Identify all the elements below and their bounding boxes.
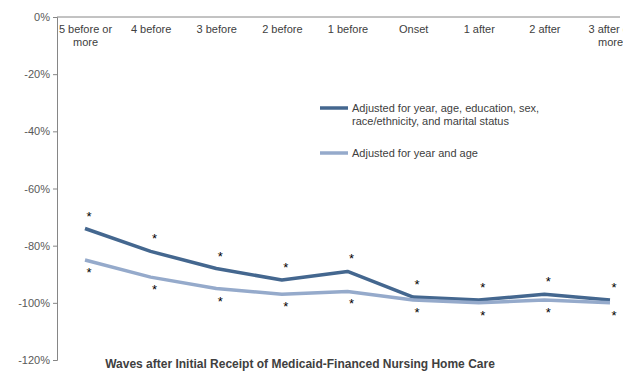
y-tick-mark [53,17,57,18]
annotations: * * * * * * * * * * * * * * * * * * [86,209,616,323]
legend-label: Adjusted for year, age, education, sex,r… [352,102,539,127]
series-line [85,229,610,300]
legend-swatch [320,151,348,155]
legend: Adjusted for year, age, education, sex,r… [320,102,539,159]
y-tick-label: -20% [24,68,50,80]
x-tick-label: 3 after ormore [588,23,623,48]
significance-marker: * [218,249,223,264]
x-tick-label: 2 after [529,23,561,35]
chart: 0% -20% -40% -60% -80% -100% -120% 5 before orm… [0,0,623,378]
significance-marker: * [611,280,616,295]
significance-marker: * [152,231,157,246]
significance-marker: * [86,265,91,280]
y-tick-mark [53,74,57,75]
x-tick-label: 1 after [464,23,496,35]
significance-marker: * [480,308,485,323]
y-tick: -100% [18,297,57,309]
x-tick: 5 before ormore [59,17,113,48]
x-tick: 3 after ormore [588,17,623,48]
y-tick: -20% [24,68,57,80]
significance-marker: * [152,282,157,297]
y-axis-line [53,18,58,361]
legend-label: Adjusted for year and age [352,147,478,159]
y-tick-mark [53,189,57,190]
y-tick-mark [53,303,57,304]
y-tick-mark [53,131,57,132]
x-tick-label: 4 before [131,23,171,35]
y-tick-label: -80% [24,240,50,252]
x-axis: 5 before ormore 4 before 3 before 2 before 1… [57,17,623,48]
significance-marker: * [349,251,354,266]
x-tick-label: 5 before ormore [59,23,113,48]
x-tick-label: 1 before [328,23,368,35]
significance-marker: * [283,260,288,275]
significance-marker: * [349,296,354,311]
y-tick-label: 0% [34,11,50,23]
x-tick-label: Onset [399,23,428,35]
significance-marker: * [86,209,91,224]
x-axis-line [57,17,620,18]
significance-marker: * [480,280,485,295]
x-tick: 3 before [197,17,237,35]
x-tick: 2 after [529,17,561,35]
x-tick: 2 before [262,17,302,35]
y-tick-label: -40% [24,125,50,137]
y-tick-label: -60% [24,183,50,195]
x-tick-label: 3 before [197,23,237,35]
significance-marker: * [546,305,551,320]
significance-marker: * [283,299,288,314]
y-tick: -60% [24,183,57,195]
legend-swatch [320,106,348,110]
y-axis: 0% -20% -40% -60% -80% -100% -120% [18,11,57,366]
y-tick: -40% [24,125,57,137]
significance-marker: * [218,294,223,309]
x-tick: Onset [399,17,428,35]
plot-area [85,229,610,303]
y-tick-mark [53,246,57,247]
series-line [85,260,610,303]
significance-marker: * [611,308,616,323]
y-tick-mark [53,360,57,361]
y-tick-label: -120% [18,354,50,366]
significance-marker: * [415,277,420,292]
x-tick: 1 after [464,17,496,35]
x-tick: 4 before [131,17,171,35]
x-tick: 1 before [328,17,368,35]
significance-marker: * [546,274,551,289]
y-tick: 0% [34,11,57,23]
significance-marker: * [415,305,420,320]
y-tick: -80% [24,240,57,252]
x-axis-title: Waves after Initial Receipt of Medicaid-… [105,357,495,371]
y-tick-label: -100% [18,297,50,309]
x-tick-label: 2 before [262,23,302,35]
y-tick: -120% [18,354,57,366]
